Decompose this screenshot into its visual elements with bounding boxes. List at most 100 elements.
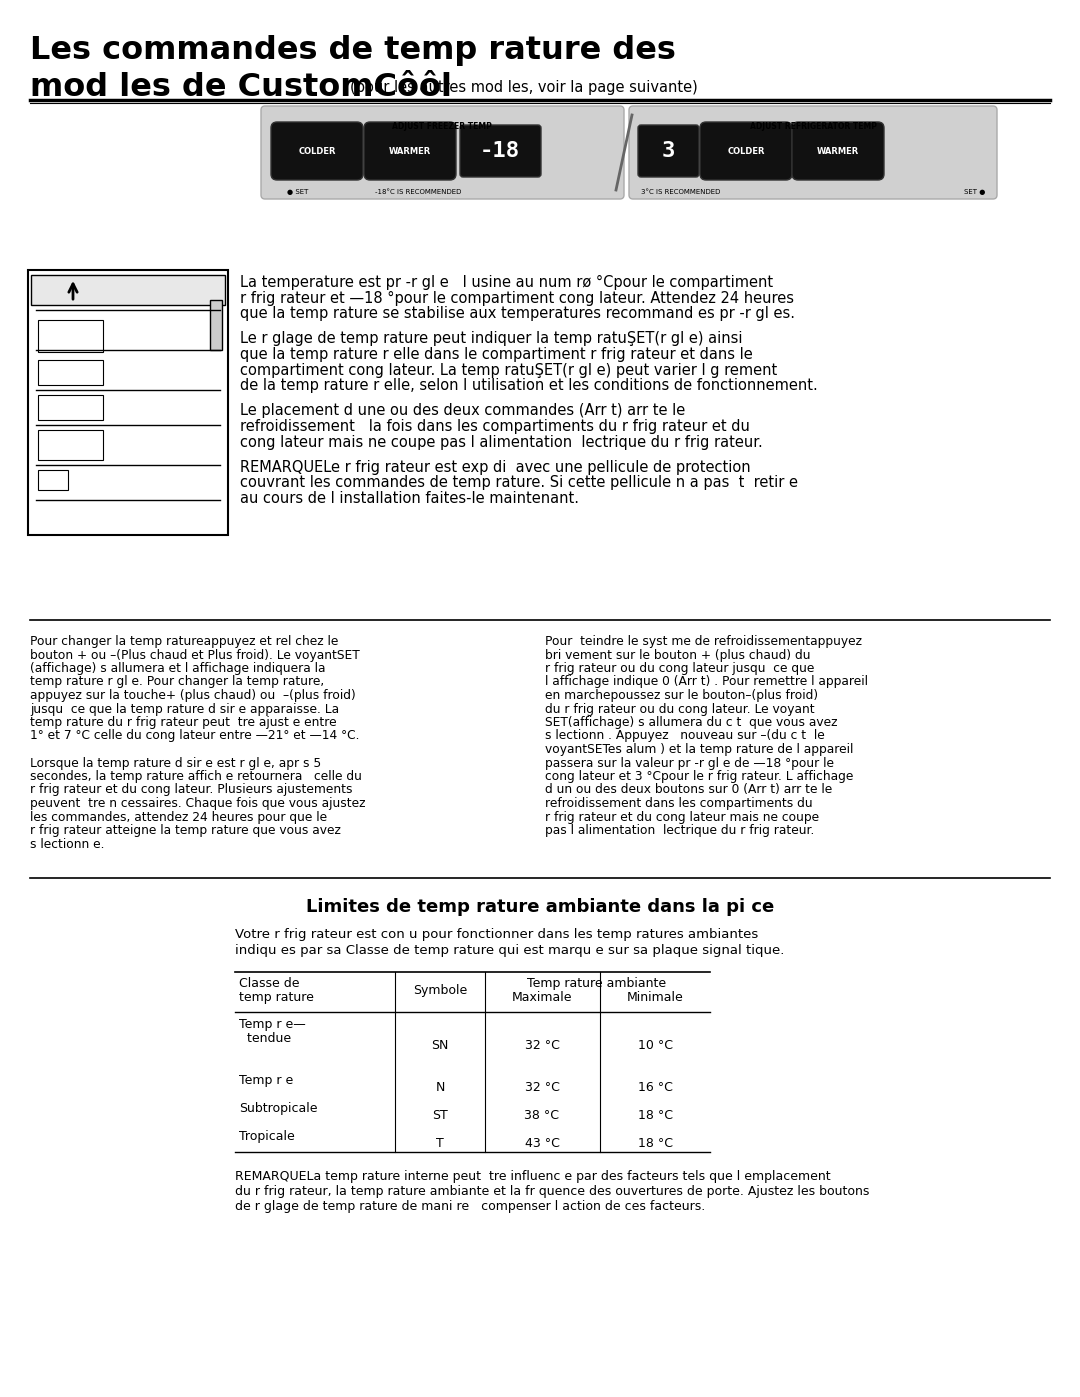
Text: r frig rateur ou du cong lateur jusqu  ce que: r frig rateur ou du cong lateur jusqu ce…	[545, 662, 814, 675]
Text: secondes, la temp rature affich e retournera   celle du: secondes, la temp rature affich e retour…	[30, 770, 362, 782]
Text: du r frig rateur, la temp rature ambiante et la fr quence des ouvertures de port: du r frig rateur, la temp rature ambiant…	[235, 1185, 869, 1199]
Text: ADJUST FREEZER TEMP: ADJUST FREEZER TEMP	[392, 122, 491, 131]
Bar	[38, 469, 68, 490]
Text: 18 °C: 18 °C	[637, 1109, 673, 1122]
Text: au cours de l installation faites-le maintenant.: au cours de l installation faites-le mai…	[240, 490, 579, 506]
Text: appuyez sur la touche+ (plus chaud) ou  –(plus froid): appuyez sur la touche+ (plus chaud) ou –…	[30, 689, 355, 703]
Text: de r glage de temp rature de mani re   compenser l action de ces facteurs.: de r glage de temp rature de mani re com…	[235, 1200, 705, 1213]
Text: Tropicale: Tropicale	[239, 1130, 295, 1143]
Text: cong lateur et 3 °Cpour le r frig rateur. L affichage: cong lateur et 3 °Cpour le r frig rateur…	[545, 770, 853, 782]
Text: Votre r frig rateur est con u pour fonctionner dans les temp ratures ambiantes: Votre r frig rateur est con u pour fonct…	[235, 928, 758, 942]
Bar	[38, 320, 103, 352]
Text: Classe de: Classe de	[239, 977, 299, 990]
Text: (affichage) s allumera et l affichage indiquera la: (affichage) s allumera et l affichage in…	[30, 662, 325, 675]
FancyBboxPatch shape	[638, 124, 699, 177]
Text: r frig rateur atteigne la temp rature que vous avez: r frig rateur atteigne la temp rature qu…	[30, 824, 341, 837]
Text: Limites de temp rature ambiante dans la pi ce: Limites de temp rature ambiante dans la …	[306, 898, 774, 916]
Text: bri vement sur le bouton + (plus chaud) du: bri vement sur le bouton + (plus chaud) …	[545, 648, 810, 662]
FancyBboxPatch shape	[261, 106, 624, 198]
Text: que la temp rature se stabilise aux temperatures recommand es pr -r gl es.: que la temp rature se stabilise aux temp…	[240, 306, 795, 321]
Text: 1° et 7 °C celle du cong lateur entre —21° et —14 °C.: 1° et 7 °C celle du cong lateur entre —2…	[30, 729, 360, 742]
Bar	[31, 275, 225, 305]
Text: passera sur la valeur pr -r gl e de —18 °pour le: passera sur la valeur pr -r gl e de —18 …	[545, 757, 834, 770]
Text: jusqu  ce que la temp rature d sir e apparaisse. La: jusqu ce que la temp rature d sir e appa…	[30, 703, 339, 715]
Text: les commandes, attendez 24 heures pour que le: les commandes, attendez 24 heures pour q…	[30, 810, 327, 823]
Text: (pour les autres mod les, voir la page suivante): (pour les autres mod les, voir la page s…	[350, 80, 698, 95]
Text: indiqu es par sa Classe de temp rature qui est marqu e sur sa plaque signal tiqu: indiqu es par sa Classe de temp rature q…	[235, 944, 784, 957]
Text: Le placement d une ou des deux commandes (Arr t) arr te le: Le placement d une ou des deux commandes…	[240, 404, 685, 419]
Text: 32 °C: 32 °C	[525, 1039, 559, 1052]
Text: -18°C IS RECOMMENDED: -18°C IS RECOMMENDED	[375, 189, 461, 196]
Text: couvrant les commandes de temp rature. Si cette pellicule n a pas  t  retir e: couvrant les commandes de temp rature. S…	[240, 475, 798, 490]
Text: 38 °C: 38 °C	[525, 1109, 559, 1122]
Text: Les commandes de temp rature des: Les commandes de temp rature des	[30, 35, 676, 66]
Text: r frig rateur et du cong lateur. Plusieurs ajustements: r frig rateur et du cong lateur. Plusieu…	[30, 784, 352, 796]
Text: REMARQUELa temp rature interne peut  tre influenc e par des facteurs tels que l : REMARQUELa temp rature interne peut tre …	[235, 1171, 831, 1183]
Text: WARMER: WARMER	[389, 147, 431, 155]
FancyBboxPatch shape	[792, 122, 885, 180]
Text: ADJUST REFRIGERATOR TEMP: ADJUST REFRIGERATOR TEMP	[750, 122, 877, 131]
Text: s lectionn . Appuyez   nouveau sur –(du c t  le: s lectionn . Appuyez nouveau sur –(du c …	[545, 729, 825, 742]
Text: de la temp rature r elle, selon l utilisation et les conditions de fonctionnemen: de la temp rature r elle, selon l utilis…	[240, 379, 818, 393]
Text: d un ou des deux boutons sur 0 (Arr t) arr te le: d un ou des deux boutons sur 0 (Arr t) a…	[545, 784, 833, 796]
FancyBboxPatch shape	[460, 124, 541, 177]
Text: Lorsque la temp rature d sir e est r gl e, apr s 5: Lorsque la temp rature d sir e est r gl …	[30, 757, 321, 770]
Text: REMARQUELe r frig rateur est exp di  avec une pellicule de protection: REMARQUELe r frig rateur est exp di avec…	[240, 460, 751, 475]
Text: 18 °C: 18 °C	[637, 1137, 673, 1150]
Text: Minimale: Minimale	[626, 990, 684, 1004]
Text: 3°C IS RECOMMENDED: 3°C IS RECOMMENDED	[642, 189, 720, 196]
Text: Temp r e—: Temp r e—	[239, 1018, 306, 1031]
Text: 10 °C: 10 °C	[637, 1039, 673, 1052]
Text: SET ●: SET ●	[963, 189, 985, 196]
Text: temp rature du r frig rateur peut  tre ajust e entre: temp rature du r frig rateur peut tre aj…	[30, 717, 337, 729]
Text: que la temp rature r elle dans le compartiment r frig rateur et dans le: que la temp rature r elle dans le compar…	[240, 346, 753, 362]
Text: Le r glage de temp rature peut indiquer la temp ratuŞET(r gl e) ainsi: Le r glage de temp rature peut indiquer …	[240, 331, 743, 346]
Text: temp rature r gl e. Pour changer la temp rature,: temp rature r gl e. Pour changer la temp…	[30, 676, 324, 689]
Text: peuvent  tre n cessaires. Chaque fois que vous ajustez: peuvent tre n cessaires. Chaque fois que…	[30, 798, 365, 810]
Text: temp rature: temp rature	[239, 990, 314, 1004]
Text: r frig rateur et —18 °pour le compartiment cong lateur. Attendez 24 heures: r frig rateur et —18 °pour le compartime…	[240, 291, 794, 306]
Text: refroidissement   la fois dans les compartiments du r frig rateur et du: refroidissement la fois dans les compart…	[240, 419, 750, 434]
Text: Pour  teindre le syst me de refroidissementappuyez: Pour teindre le syst me de refroidisseme…	[545, 636, 862, 648]
Bar	[38, 430, 103, 460]
Text: -18: -18	[480, 141, 521, 161]
Text: ● SET: ● SET	[287, 189, 309, 196]
Text: compartiment cong lateur. La temp ratuŞET(r gl e) peut varier l g rement: compartiment cong lateur. La temp ratuŞE…	[240, 362, 778, 377]
Text: Temp r e: Temp r e	[239, 1074, 294, 1087]
Text: SET(affichage) s allumera du c t  que vous avez: SET(affichage) s allumera du c t que vou…	[545, 717, 837, 729]
Text: pas l alimentation  lectrique du r frig rateur.: pas l alimentation lectrique du r frig r…	[545, 824, 814, 837]
Text: COLDER: COLDER	[727, 147, 765, 155]
Text: 3: 3	[661, 141, 675, 161]
Text: s lectionn e.: s lectionn e.	[30, 837, 105, 851]
Text: 16 °C: 16 °C	[637, 1081, 673, 1094]
Text: Temp rature ambiante: Temp rature ambiante	[527, 977, 666, 990]
Text: cong lateur mais ne coupe pas l alimentation  lectrique du r frig rateur.: cong lateur mais ne coupe pas l alimenta…	[240, 434, 762, 450]
Text: COLDER: COLDER	[298, 147, 336, 155]
Text: Subtropicale: Subtropicale	[239, 1102, 318, 1115]
Text: r frig rateur et du cong lateur mais ne coupe: r frig rateur et du cong lateur mais ne …	[545, 810, 819, 823]
Text: SN: SN	[431, 1039, 448, 1052]
Text: ST: ST	[432, 1109, 448, 1122]
Text: voyantSETes alum ) et la temp rature de l appareil: voyantSETes alum ) et la temp rature de …	[545, 743, 853, 756]
Bar	[210, 300, 222, 351]
Text: La temperature est pr -r gl e   l usine au num rø °Cpour le compartiment: La temperature est pr -r gl e l usine au…	[240, 275, 773, 291]
Text: Pour changer la temp ratureappuyez et rel chez le: Pour changer la temp ratureappuyez et re…	[30, 636, 338, 648]
Text: refroidissement dans les compartiments du: refroidissement dans les compartiments d…	[545, 798, 812, 810]
Text: 43 °C: 43 °C	[525, 1137, 559, 1150]
Text: du r frig rateur ou du cong lateur. Le voyant: du r frig rateur ou du cong lateur. Le v…	[545, 703, 814, 715]
FancyBboxPatch shape	[271, 122, 363, 180]
FancyBboxPatch shape	[700, 122, 792, 180]
Text: mod les de CustomCôôl: mod les de CustomCôôl	[30, 73, 453, 103]
Text: T: T	[436, 1137, 444, 1150]
Text: en marchepoussez sur le bouton–(plus froid): en marchepoussez sur le bouton–(plus fro…	[545, 689, 819, 703]
FancyBboxPatch shape	[364, 122, 456, 180]
FancyBboxPatch shape	[629, 106, 997, 198]
Bar	[38, 360, 103, 386]
Text: WARMER: WARMER	[816, 147, 859, 155]
Text: Symbole: Symbole	[413, 983, 468, 997]
Bar	[38, 395, 103, 420]
Text: N: N	[435, 1081, 445, 1094]
Text: l affichage indique 0 (Arr t) . Pour remettre l appareil: l affichage indique 0 (Arr t) . Pour rem…	[545, 676, 868, 689]
Text: tendue: tendue	[239, 1032, 292, 1045]
Bar	[28, 270, 228, 535]
